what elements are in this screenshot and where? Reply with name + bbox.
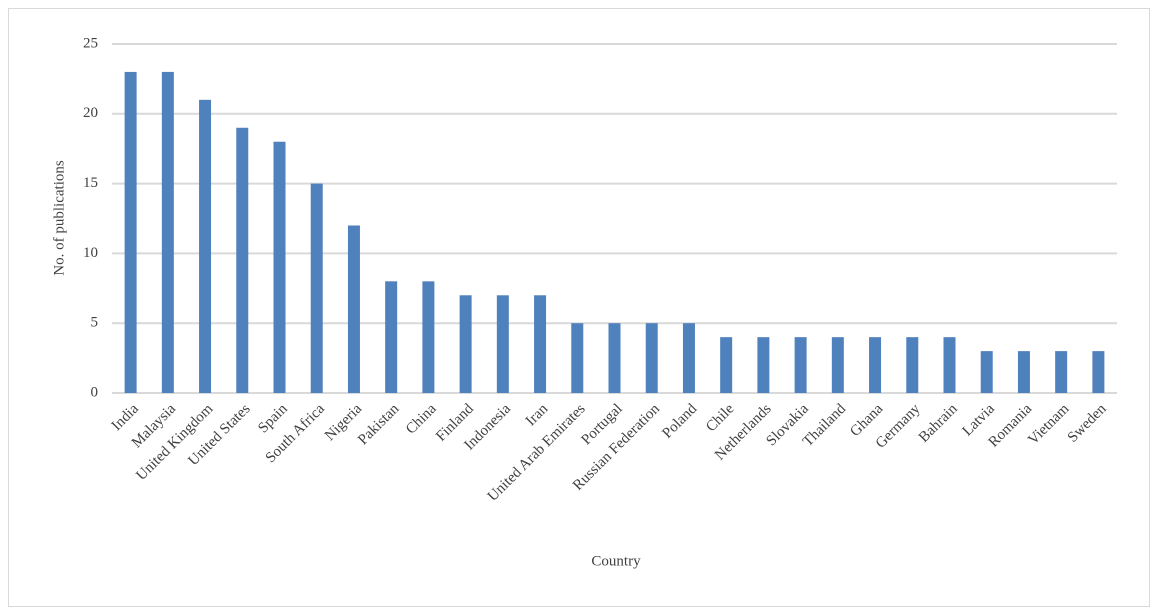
bar [906, 337, 919, 393]
bar [161, 71, 174, 394]
bar [273, 141, 286, 393]
bar [794, 337, 807, 393]
bar [757, 337, 770, 393]
bar [720, 337, 733, 393]
bar [943, 337, 956, 393]
chart-frame [8, 8, 1150, 607]
bar [1092, 351, 1105, 393]
y-tick-label: 5 [91, 315, 99, 331]
x-axis-title: Country [591, 553, 641, 569]
bar [869, 337, 882, 393]
y-tick-label: 25 [83, 35, 98, 51]
bar [124, 71, 137, 394]
y-axis-title: No. of publications [51, 160, 67, 276]
bar [645, 323, 658, 393]
y-tick-label: 10 [83, 245, 98, 261]
bar [534, 295, 547, 393]
bar [1017, 351, 1030, 393]
bar [347, 225, 360, 393]
bar [422, 281, 435, 393]
bar [199, 99, 212, 393]
y-tick-label: 15 [83, 175, 98, 191]
bar [236, 127, 249, 393]
y-tick-label: 0 [91, 384, 99, 400]
bar [571, 323, 584, 393]
bar [496, 295, 509, 393]
bar [682, 323, 695, 393]
bar [608, 323, 621, 393]
bar [831, 337, 844, 393]
bar [1055, 351, 1068, 393]
bar [980, 351, 993, 393]
y-tick-label: 20 [83, 105, 98, 121]
bar [310, 183, 323, 393]
bar [459, 295, 472, 393]
bar [385, 281, 398, 393]
